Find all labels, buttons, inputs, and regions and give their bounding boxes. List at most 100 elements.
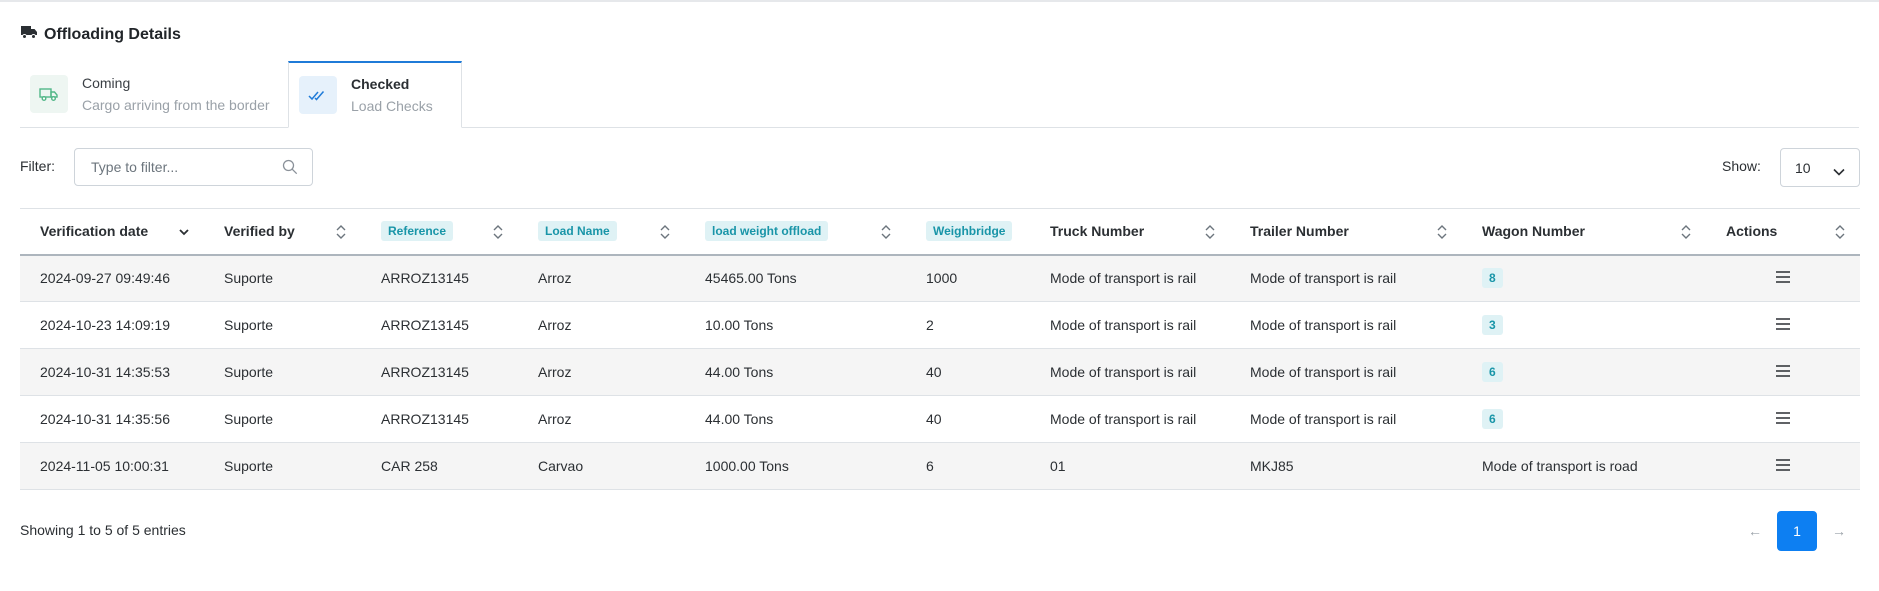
tab-bar: Coming Cargo arriving from the border Ch… xyxy=(20,61,1859,128)
cell-load-weight: 44.00 Tons xyxy=(705,411,774,427)
tab-checked-sublabel: Load Checks xyxy=(351,98,433,114)
cell-trailer-number: MKJ85 xyxy=(1250,458,1294,474)
filter-input[interactable] xyxy=(89,149,283,185)
cell-actions xyxy=(1706,349,1860,396)
cell-actions xyxy=(1706,255,1860,302)
sort-icon xyxy=(1680,225,1692,242)
cell-truck-number: Mode of transport is rail xyxy=(1050,270,1197,287)
cell-reference: ARROZ13145 xyxy=(381,411,469,427)
cell-load-name: Arroz xyxy=(538,364,572,380)
cell-weighbridge: 40 xyxy=(926,364,942,380)
col-weighbridge[interactable]: Weighbridge xyxy=(906,209,1030,255)
cell-truck-number: Mode of transport is rail xyxy=(1050,364,1197,380)
table-row: 2024-10-31 14:35:56 Suporte ARROZ13145 A… xyxy=(20,396,1860,443)
cell-load-weight: 44.00 Tons xyxy=(705,364,774,380)
table-row: 2024-10-23 14:09:19 Suporte ARROZ13145 A… xyxy=(20,302,1860,349)
cell-verified-by: Suporte xyxy=(224,364,274,380)
menu-icon[interactable] xyxy=(1775,270,1791,287)
col-actions[interactable]: Actions xyxy=(1706,209,1860,255)
cell-load-weight: 45465.00 Tons xyxy=(705,270,797,287)
cell-trailer-number: Mode of transport is rail xyxy=(1250,270,1397,287)
sort-icon xyxy=(659,225,671,242)
cell-trailer-number: Mode of transport is rail xyxy=(1250,411,1397,427)
col-verified-by[interactable]: Verified by xyxy=(204,209,361,255)
cell-verification-date: 2024-09-27 09:49:46 xyxy=(40,270,170,287)
cell-weighbridge: 2 xyxy=(926,317,934,333)
cell-load-weight: 1000.00 Tons xyxy=(705,458,789,474)
col-load-weight-offload[interactable]: load weight offload xyxy=(685,209,906,255)
cell-wagon-number: 8 xyxy=(1462,255,1706,302)
cell-load-weight: 10.00 Tons xyxy=(705,317,774,333)
menu-icon[interactable] xyxy=(1775,317,1791,334)
menu-icon[interactable] xyxy=(1775,364,1791,381)
menu-icon[interactable] xyxy=(1775,411,1791,428)
tab-coming[interactable]: Coming Cargo arriving from the border xyxy=(20,61,288,127)
filter-label: Filter: xyxy=(20,158,55,174)
wagon-badge: 6 xyxy=(1482,362,1503,382)
page-size-select[interactable]: 10 xyxy=(1780,148,1860,187)
sort-desc-icon xyxy=(178,225,190,241)
col-truck-number[interactable]: Truck Number xyxy=(1030,209,1230,255)
cell-weighbridge: 1000 xyxy=(926,270,958,287)
truck-icon xyxy=(20,24,38,45)
top-divider xyxy=(0,0,1879,2)
cell-reference: ARROZ13145 xyxy=(381,317,469,333)
cell-reference: CAR 258 xyxy=(381,458,438,474)
sort-icon xyxy=(1204,225,1216,242)
cell-wagon-number: 3 xyxy=(1462,302,1706,349)
wagon-badge: 6 xyxy=(1482,409,1503,429)
filter-box xyxy=(74,148,313,186)
cell-actions xyxy=(1706,302,1860,349)
cell-actions xyxy=(1706,396,1860,443)
show-label: Show: xyxy=(1722,158,1761,174)
cell-truck-number: Mode of transport is rail xyxy=(1050,411,1197,427)
cell-weighbridge: 6 xyxy=(926,458,934,474)
page-title: Offloading Details xyxy=(44,25,181,43)
next-page-button[interactable]: → xyxy=(1832,523,1846,539)
sort-icon xyxy=(492,225,504,242)
cell-reference: ARROZ13145 xyxy=(381,270,469,287)
cell-truck-number: Mode of transport is rail xyxy=(1050,317,1197,333)
tab-checked-label: Checked xyxy=(351,76,410,92)
table-header-row: Verification date Verified by Reference … xyxy=(20,208,1860,255)
page-size-value: 10 xyxy=(1795,160,1811,176)
prev-page-button[interactable]: ← xyxy=(1748,523,1762,539)
tab-checked[interactable]: Checked Load Checks xyxy=(288,61,462,128)
cell-verification-date: 2024-10-31 14:35:56 xyxy=(40,411,170,427)
table-row: 2024-10-31 14:35:53 Suporte ARROZ13145 A… xyxy=(20,348,1860,396)
cell-actions xyxy=(1706,443,1860,490)
sort-icon xyxy=(335,225,347,242)
cell-verified-by: Suporte xyxy=(224,270,274,287)
cell-verification-date: 2024-10-23 14:09:19 xyxy=(40,317,170,333)
col-verification-date[interactable]: Verification date xyxy=(20,209,204,255)
cell-load-name: Arroz xyxy=(538,317,572,333)
cell-verified-by: Suporte xyxy=(224,317,274,333)
truck-outline-icon xyxy=(30,75,68,113)
offloading-table: Verification date Verified by Reference … xyxy=(20,208,1860,490)
cell-load-name: Arroz xyxy=(538,270,572,287)
col-reference[interactable]: Reference xyxy=(361,209,518,255)
page-1-button[interactable]: 1 xyxy=(1777,511,1817,551)
pagination: ← 1 → xyxy=(1735,511,1859,551)
wagon-badge: 8 xyxy=(1482,268,1503,289)
cell-verified-by: Suporte xyxy=(224,458,274,474)
col-trailer-number[interactable]: Trailer Number xyxy=(1230,209,1462,255)
cell-verified-by: Suporte xyxy=(224,411,274,427)
chevron-down-icon xyxy=(1833,163,1845,181)
search-icon xyxy=(282,159,298,180)
cell-truck-number: 01 xyxy=(1050,458,1066,474)
cell-trailer-number: Mode of transport is rail xyxy=(1250,317,1397,333)
col-load-name[interactable]: Load Name xyxy=(518,209,685,255)
wagon-badge: 3 xyxy=(1482,315,1503,335)
cell-verification-date: 2024-11-05 10:00:31 xyxy=(40,458,169,474)
entries-info: Showing 1 to 5 of 5 entries xyxy=(20,522,186,538)
table-row: 2024-11-05 10:00:31 Suporte CAR 258 Carv… xyxy=(20,442,1860,490)
cell-wagon-number: Mode of transport is road xyxy=(1482,458,1638,474)
page-header: Offloading Details xyxy=(20,24,181,45)
menu-icon[interactable] xyxy=(1775,458,1791,475)
col-wagon-number[interactable]: Wagon Number xyxy=(1462,209,1706,255)
cell-wagon-number: 6 xyxy=(1462,349,1706,396)
cell-weighbridge: 40 xyxy=(926,411,942,427)
sort-icon xyxy=(1834,225,1846,242)
sort-icon xyxy=(880,225,892,242)
